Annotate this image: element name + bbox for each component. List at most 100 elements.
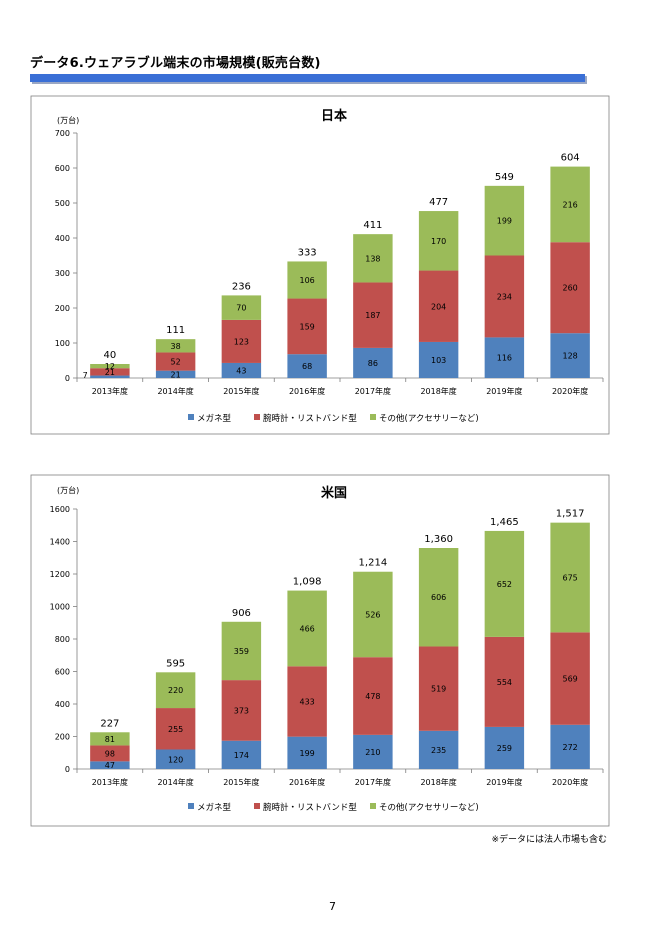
x-tick-label: 2018年度 — [420, 386, 456, 396]
data-label: 70 — [236, 304, 246, 313]
bar-segment-glasses — [484, 337, 525, 378]
data-label: 159 — [299, 322, 314, 331]
chart-title: 米国 — [321, 485, 347, 501]
data-label: 170 — [431, 237, 446, 246]
data-label: 7 — [83, 371, 88, 380]
data-label: 569 — [562, 675, 577, 684]
total-label: 1,360 — [424, 534, 453, 545]
bar-segment-wrist — [287, 666, 327, 737]
y-tick-label: 400 — [55, 700, 70, 709]
bar-segment-glasses — [418, 730, 459, 769]
data-label: 199 — [497, 217, 512, 226]
x-tick-label: 2016年度 — [289, 386, 325, 396]
data-label: 216 — [562, 200, 577, 209]
y-tick-label: 200 — [55, 304, 70, 313]
x-tick-label: 2015年度 — [223, 386, 259, 396]
data-label: 235 — [431, 746, 446, 755]
total-label: 236 — [232, 281, 251, 292]
x-tick-label: 2016年度 — [289, 777, 325, 787]
total-label: 111 — [166, 325, 185, 336]
x-tick-label: 2019年度 — [486, 386, 522, 396]
y-tick-label: 600 — [55, 668, 70, 677]
y-tick-label: 1600 — [50, 505, 70, 514]
bar-segment-wrist — [550, 242, 590, 334]
x-tick-label: 2020年度 — [552, 777, 588, 787]
bar-segment-wrist — [90, 368, 130, 376]
y-tick-label: 1400 — [50, 538, 70, 547]
data-label: 554 — [497, 678, 512, 687]
legend-label: 腕時計・リストバンド型 — [263, 802, 357, 813]
data-label: 98 — [105, 749, 115, 758]
data-label: 21 — [105, 368, 115, 377]
data-label: 519 — [431, 685, 446, 694]
bar-segment-other — [418, 211, 459, 271]
data-label: 526 — [365, 610, 380, 619]
bar-segment-wrist — [287, 298, 327, 355]
data-label: 359 — [234, 647, 249, 656]
bar-segment-glasses — [155, 749, 196, 769]
data-label: 21 — [171, 370, 181, 379]
y-tick-label: 500 — [55, 199, 70, 208]
bar-segment-other — [155, 672, 196, 709]
legend-swatch — [188, 414, 194, 420]
page-number: 7 — [329, 900, 336, 913]
legend-swatch — [370, 414, 376, 420]
data-label: 373 — [234, 706, 249, 715]
bar-segment-wrist — [418, 646, 459, 731]
data-label: 234 — [497, 292, 512, 301]
bar-segment-other — [221, 621, 262, 681]
data-label: 652 — [497, 580, 512, 589]
x-tick-label: 2014年度 — [157, 777, 193, 787]
data-label: 128 — [562, 352, 577, 361]
bar-segment-wrist — [484, 636, 525, 727]
y-tick-label: 200 — [55, 733, 70, 742]
y-tick-label: 800 — [55, 635, 70, 644]
data-label: 103 — [431, 356, 446, 365]
total-label: 333 — [298, 247, 317, 258]
bar-segment-glasses — [353, 734, 393, 769]
unit-label: (万台) — [57, 485, 79, 495]
bar-segment-glasses — [484, 726, 525, 769]
bar-segment-glasses — [550, 333, 590, 378]
chart-frame — [30, 95, 610, 435]
data-label: 68 — [302, 362, 312, 371]
y-tick-label: 0 — [65, 374, 70, 383]
bar-segment-glasses — [550, 724, 590, 769]
data-label: 675 — [562, 573, 577, 582]
bar-segment-wrist — [221, 319, 262, 363]
total-label: 1,214 — [359, 558, 388, 569]
legend-label: その他(アクセサリーなど) — [379, 802, 479, 813]
y-tick-label: 300 — [55, 269, 70, 278]
bar-segment-wrist — [155, 708, 196, 750]
bar-segment-glasses — [90, 375, 130, 378]
bar-segment-wrist — [353, 282, 393, 348]
data-label: 272 — [562, 743, 577, 752]
chart-frame — [30, 474, 610, 827]
y-tick-label: 700 — [55, 129, 70, 138]
y-tick-label: 1200 — [50, 570, 70, 579]
data-label: 116 — [497, 354, 512, 363]
bar-segment-glasses — [287, 736, 327, 769]
bar-segment-other — [550, 166, 590, 243]
total-label: 1,465 — [490, 517, 519, 528]
data-label: 52 — [171, 358, 181, 367]
total-label: 40 — [104, 350, 117, 361]
bar-segment-glasses — [353, 347, 393, 378]
x-tick-label: 2013年度 — [92, 386, 128, 396]
y-tick-label: 1000 — [50, 603, 70, 612]
total-label: 906 — [232, 608, 251, 619]
bar-segment-other — [287, 261, 327, 299]
total-label: 549 — [495, 172, 514, 183]
bar-segment-wrist — [353, 657, 393, 735]
total-label: 1,098 — [293, 577, 322, 588]
data-label: 120 — [168, 755, 183, 764]
legend-swatch — [254, 803, 260, 809]
unit-label: (万台) — [57, 115, 79, 125]
data-label: 86 — [368, 359, 378, 368]
bar-segment-other — [155, 339, 196, 353]
total-label: 477 — [429, 197, 448, 208]
bar-segment-other — [90, 732, 130, 746]
x-tick-label: 2014年度 — [157, 386, 193, 396]
